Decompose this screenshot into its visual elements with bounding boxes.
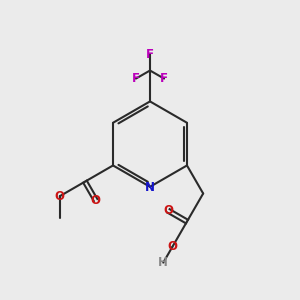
Text: F: F [146,48,154,61]
Text: O: O [167,240,177,253]
Text: O: O [55,190,65,203]
Text: H: H [158,256,168,269]
Text: N: N [145,181,155,194]
Text: F: F [160,72,168,85]
Text: O: O [91,194,100,206]
Text: F: F [132,72,140,85]
Text: O: O [164,205,174,218]
